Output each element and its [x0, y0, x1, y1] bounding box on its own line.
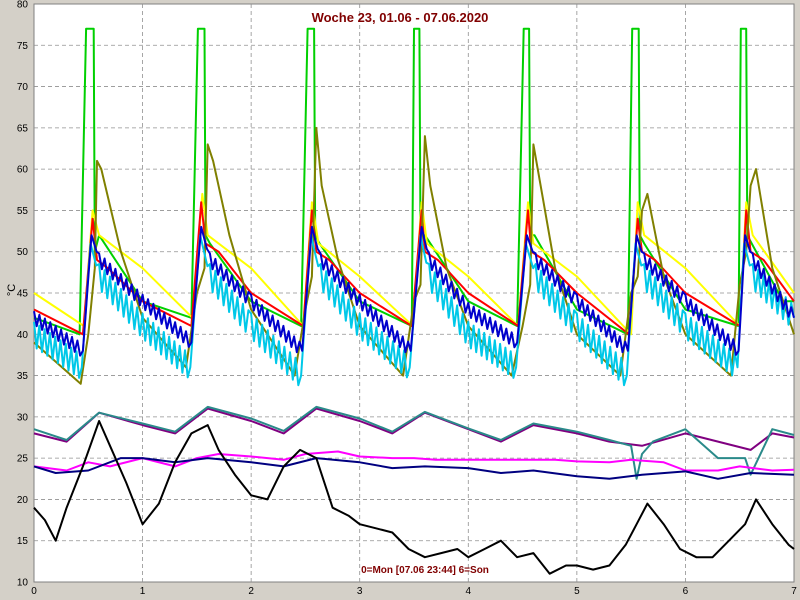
y-tick-label: 50: [17, 247, 29, 258]
series-line-9: [33, 457, 795, 480]
y-tick-label: 70: [17, 82, 29, 93]
y-tick-label: 60: [17, 165, 29, 176]
y-tick-label: 10: [17, 578, 29, 589]
series-line-10: [33, 420, 795, 575]
y-tick-label: 65: [17, 123, 29, 134]
y-tick-label: 80: [17, 0, 29, 11]
series-line-7: [33, 405, 795, 480]
x-tick-labels: 0 1 2 3 4 5 6 7: [31, 586, 797, 597]
y-tick-label: 55: [17, 206, 29, 217]
y-tick-label: 15: [17, 536, 29, 547]
y-tick-label: 35: [17, 371, 29, 382]
chart-caption: 0=Mon [07.06 23:44] 6=Son: [361, 565, 489, 576]
series-line-3: [33, 126, 795, 385]
x-tick-label: 5: [574, 586, 580, 597]
y-tick-label: 30: [17, 412, 29, 423]
y-tick-labels: 10 15 20 25 30 35 40 45 50 55 60 65 70 75 80: [17, 0, 29, 589]
y-tick-label: 45: [17, 289, 29, 300]
y-tick-label: 75: [17, 41, 29, 52]
y-tick-label: 20: [17, 495, 29, 506]
series-line-5: [33, 225, 795, 357]
x-tick-label: 2: [248, 586, 254, 597]
x-tick-label: 3: [357, 586, 363, 597]
series-line-8: [33, 450, 795, 472]
y-tick-label: 25: [17, 454, 29, 465]
y-axis-label: °C: [6, 284, 18, 296]
x-tick-label: 6: [683, 586, 689, 597]
series-line-0: [33, 27, 794, 336]
chart-title: Woche 23, 01.06 - 07.06.2020: [312, 10, 489, 25]
series-group: [33, 27, 795, 575]
x-tick-label: 1: [140, 586, 146, 597]
x-tick-label: 4: [466, 586, 472, 597]
y-tick-label: 40: [17, 330, 29, 341]
x-tick-label: 0: [31, 586, 37, 597]
x-tick-label: 7: [791, 586, 797, 597]
